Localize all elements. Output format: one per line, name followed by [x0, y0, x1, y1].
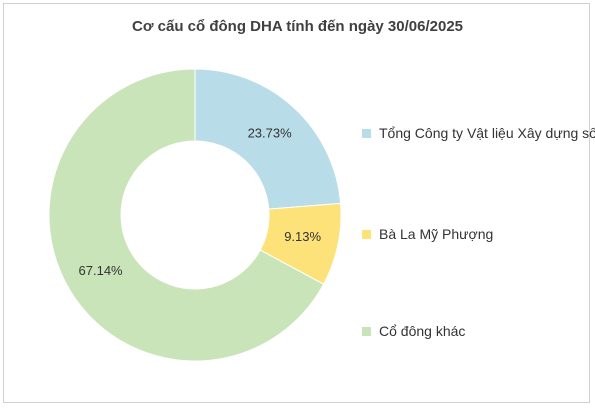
slice-label-ba-la-my-phuong: 9.13%: [284, 229, 321, 244]
legend-swatch: [362, 326, 371, 336]
slice-label-co-dong-khac: 67.14%: [79, 263, 124, 278]
donut-slice-co-dong-khac: [48, 68, 325, 362]
slice-label-tong-cong-ty: 23.73%: [248, 126, 293, 141]
legend-item-tong-cong-ty: Tổng Công ty Vật liệu Xây dựng số 1: [362, 125, 595, 141]
donut-chart: 23.73% 9.13% 67.14%: [48, 68, 342, 362]
chart-frame: Cơ cấu cổ đông DHA tính đến ngày 30/06/2…: [3, 3, 595, 403]
legend-label: Bà La Mỹ Phượng: [379, 226, 494, 242]
legend-item-co-dong-khac: Cổ đông khác: [362, 323, 465, 339]
legend-swatch: [362, 229, 371, 239]
chart-title: Cơ cấu cổ đông DHA tính đến ngày 30/06/2…: [131, 18, 464, 35]
donut-slice-tong-cong-ty: [194, 68, 342, 210]
legend-item-ba-la-my-phuong: Bà La Mỹ Phượng: [362, 226, 493, 242]
legend-label: Tổng Công ty Vật liệu Xây dựng số 1: [379, 125, 595, 141]
legend-label: Cổ đông khác: [379, 323, 466, 339]
legend-swatch: [362, 128, 371, 138]
